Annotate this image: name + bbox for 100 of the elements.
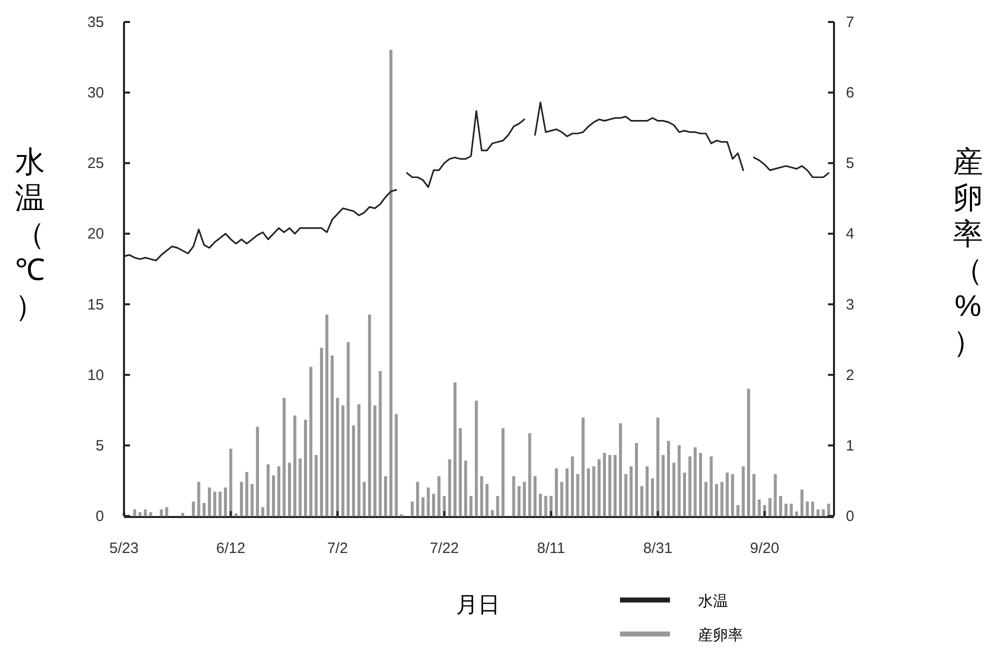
bar [421,497,424,516]
bar [352,425,356,516]
y-tick-label: 15 [87,296,104,314]
bar [768,498,772,516]
bar [614,455,617,516]
bar [458,428,462,516]
bar [469,496,472,516]
bar [330,356,334,516]
bar [806,502,809,516]
bar [453,382,456,516]
y-tick-label: 0 [96,508,104,525]
y-tick-label: 5 [96,437,104,454]
bar [144,509,147,516]
bar [656,418,660,516]
bar [250,484,254,516]
bar [800,490,804,516]
bar [272,475,275,516]
x-tick-label: 7/22 [430,540,459,557]
bar [486,484,489,516]
bar [341,406,344,516]
bar [293,415,296,516]
bar [742,466,745,516]
x-tick-label: 8/11 [537,540,566,557]
bar [816,509,820,516]
bar [133,509,136,516]
bar [474,400,478,516]
y2-axis-title: 産卵率（%） [953,146,983,359]
bar [346,342,350,516]
bar [218,492,222,516]
bar [138,512,142,516]
bar [149,512,152,516]
bar [758,499,761,516]
bar [747,388,750,516]
bar [277,466,280,516]
bar [229,448,232,516]
bar [357,404,360,516]
bar [502,428,505,516]
bar [634,443,638,516]
bar [779,496,782,516]
bar [208,487,211,516]
bar [774,474,777,516]
x-tick-label: 8/31 [643,540,672,557]
y-tick-label: 20 [87,226,104,243]
bar [368,314,372,516]
bar [710,456,713,516]
bar [480,476,484,516]
bar [752,474,756,516]
bar [699,452,702,516]
bar [566,468,569,516]
bar [784,504,788,516]
bar [528,433,532,516]
bar [662,455,665,516]
bar [822,509,825,516]
bar [576,474,580,516]
bar [608,455,612,516]
y-tick-label: 10 [87,366,104,384]
bar [640,486,644,516]
bar [298,458,302,516]
bar [736,505,740,516]
y2-tick-label: 1 [846,437,854,454]
bar [197,482,200,516]
bar [336,398,340,516]
y2-tick-label: 0 [846,508,854,525]
bar [667,440,670,516]
bar [426,487,430,516]
bar [464,460,468,516]
bar [790,504,793,516]
bar [544,496,548,516]
y2-tick-label: 4 [846,226,854,243]
bar [827,504,830,516]
bar [202,502,206,516]
y-axis-title: 水温（℃） [15,146,45,323]
bar [592,466,596,516]
bar [165,507,168,516]
bar [266,464,270,516]
x-tick-label: 6/12 [216,540,246,557]
bar [726,472,729,516]
bar [683,472,686,516]
bar [518,486,521,516]
bar [672,462,676,516]
bar [304,420,308,516]
bar [213,492,216,516]
bar [678,445,681,516]
bar [378,371,382,516]
bar [192,502,195,516]
y2-tick-label: 2 [846,366,854,384]
bar [602,452,606,516]
bar [432,494,436,516]
y2-tick-label: 7 [846,14,854,31]
bar [394,414,398,516]
x-tick-label: 9/20 [750,540,780,557]
bar [234,514,238,516]
bar [586,468,590,516]
bar [384,476,388,516]
bar [437,476,440,516]
y2-tick-label: 5 [846,155,854,172]
bar [646,466,649,516]
bar [534,476,537,516]
y2-tick-label: 3 [846,296,854,314]
bar [715,484,718,516]
